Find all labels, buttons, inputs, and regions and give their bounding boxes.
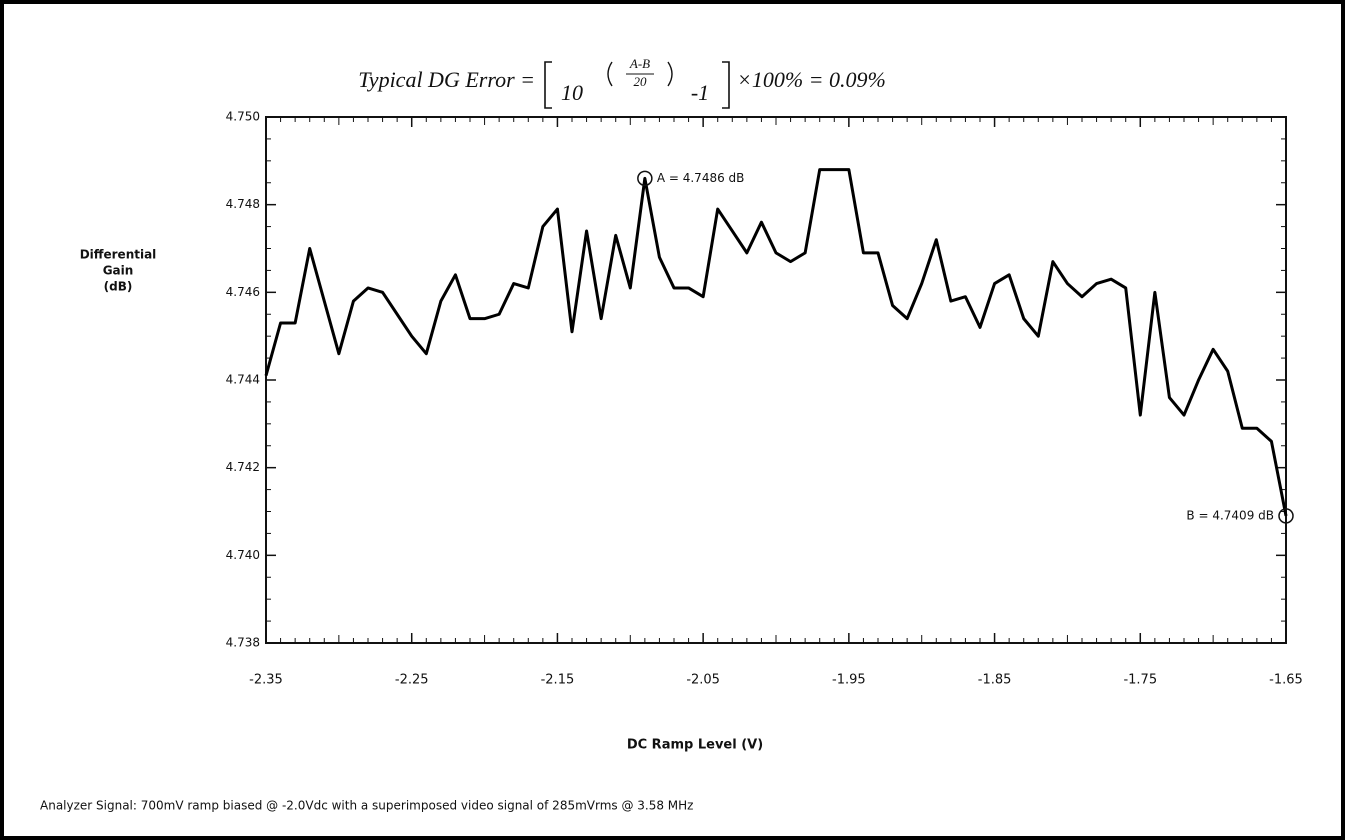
paren: [607, 61, 673, 87]
bracket: [544, 61, 730, 109]
y-tick-label: 4.742: [226, 460, 260, 474]
footnote: Analyzer Signal: 700mV ramp biased @ -2.…: [40, 799, 693, 813]
y-tick-label: 4.740: [226, 548, 260, 562]
y-axis-label: Differential: [80, 248, 157, 262]
title-denominator: 20: [634, 74, 648, 89]
title-numerator: A-B: [629, 56, 650, 71]
y-tick-label: 4.750: [226, 110, 260, 124]
y-axis-label: (dB): [104, 280, 133, 294]
x-tick-label: -1.65: [1269, 673, 1303, 688]
annotation: B = 4.7409 dB: [1186, 508, 1274, 522]
annotation-marker: [1278, 508, 1294, 524]
title-minus: -1: [691, 80, 709, 105]
title-lead: Typical DG Error =: [358, 67, 535, 92]
y-tick-label: 4.744: [226, 373, 260, 387]
x-axis-label: DC Ramp Level (V): [627, 738, 763, 753]
x-tick-label: -2.25: [395, 673, 429, 688]
title-base: 10: [561, 80, 583, 105]
y-tick-label: 4.738: [226, 636, 260, 650]
y-axis-label: Gain: [103, 264, 134, 278]
x-tick-label: -1.85: [978, 673, 1012, 688]
annotation: A = 4.7486 dB: [657, 171, 745, 185]
y-tick-label: 4.748: [226, 197, 260, 211]
x-tick-label: -2.05: [686, 673, 720, 688]
annotation-marker: [637, 170, 653, 187]
x-tick-label: -2.35: [249, 673, 283, 688]
y-tick-label: 4.746: [226, 285, 260, 299]
x-tick-label: -1.75: [1123, 673, 1157, 688]
data-line: [264, 168, 1288, 517]
x-tick-label: -2.15: [541, 673, 575, 688]
x-tick-label: -1.95: [832, 673, 866, 688]
title-tail: ×100% = 0.09%: [737, 67, 886, 92]
